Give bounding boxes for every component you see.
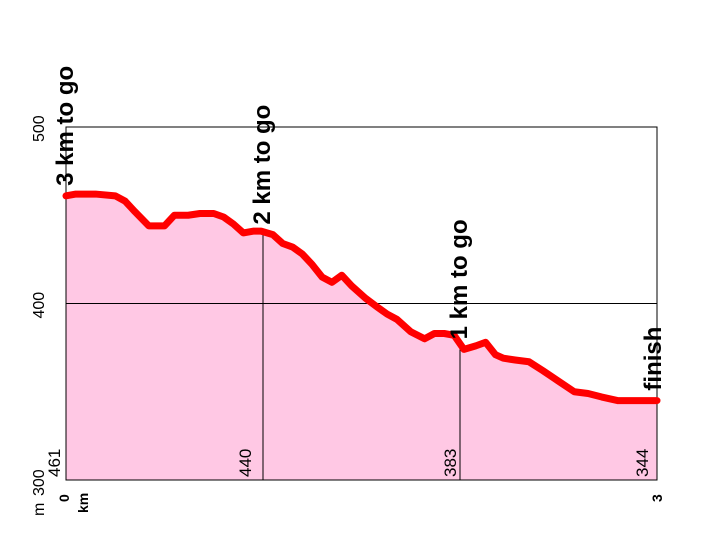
marker-label-2: 1 km to go: [446, 219, 473, 339]
elevation-area-fill: [66, 194, 657, 480]
grid-lines: [65, 126, 658, 481]
x-tick-label-0: 0: [56, 494, 72, 502]
marker-elevation-0: 461: [45, 449, 64, 477]
y-axis-unit-label: m: [31, 503, 48, 516]
x-axis-unit-label: km: [75, 493, 91, 513]
elevation-profile-line: [62, 190, 661, 405]
y-tick-label-500: 500: [31, 115, 48, 142]
chart-labels: 300 400 500 m0 3 km 461 3 km to go 440 2 km to go…: [31, 66, 667, 516]
marker-label-0: 3 km to go: [52, 66, 79, 186]
marker-elevation-3: 344: [633, 449, 652, 477]
marker-label-1: 2 km to go: [249, 105, 276, 225]
y-tick-label-400: 400: [31, 292, 48, 319]
marker-elevation-1: 440: [236, 449, 255, 477]
y-tick-label-300: 300: [31, 469, 48, 496]
x-tick-label-3: 3: [649, 494, 665, 502]
marker-elevation-2: 383: [441, 449, 460, 477]
marker-label-3: finish: [640, 327, 667, 391]
